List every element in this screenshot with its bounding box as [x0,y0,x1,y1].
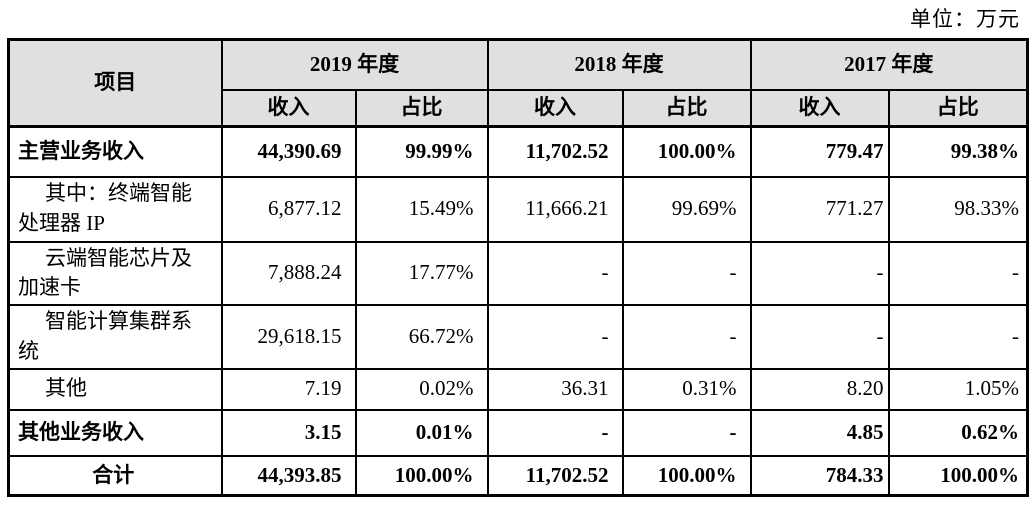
cell-value: 0.02% [354,367,489,411]
cell-value: 99.99% [354,125,489,178]
cell-value: 66.72% [354,304,489,370]
cell-value: 11,666.21 [486,175,624,243]
cell-value: 0.62% [887,408,1029,457]
cell-value: - [749,240,890,307]
cell-value: - [486,240,624,307]
cell-value: 98.33% [887,175,1029,243]
row-label: 主营业务收入 [7,125,223,178]
row-label: 云端智能芯片及 加速卡 [7,240,223,307]
cell-value: - [749,304,890,370]
cell-value: 1.05% [887,367,1029,411]
table-row-cloud-chip: 云端智能芯片及 加速卡 7,888.24 17.77% - - - - [7,240,1029,307]
column-header-2017-share: 占比 [887,88,1029,128]
cell-value: - [621,304,752,370]
table-row-other-business-income: 其他业务收入 3.15 0.01% - - 4.85 0.62% [7,408,1029,457]
column-header-2019-income: 收入 [220,88,357,128]
row-label: 其他 [7,367,223,411]
unit-label: 单位：万元 [910,7,1020,31]
cell-value: 4.85 [749,408,890,457]
cell-value: 8.20 [749,367,890,411]
cell-value: 7,888.24 [220,240,357,307]
cell-value: - [486,408,624,457]
cell-value: 784.33 [749,454,890,497]
cell-value: 779.47 [749,125,890,178]
cell-value: 0.31% [621,367,752,411]
column-header-2019-share: 占比 [354,88,489,128]
cell-value: 36.31 [486,367,624,411]
column-header-year-2018: 2018 年度 [486,38,752,91]
column-header-2017-income: 收入 [749,88,890,128]
cell-value: 99.69% [621,175,752,243]
column-header-2018-share: 占比 [621,88,752,128]
cell-value: 15.49% [354,175,489,243]
table-row-other: 其他 7.19 0.02% 36.31 0.31% 8.20 1.05% [7,367,1029,411]
row-label: 其中：终端智能 处理器 IP [7,175,223,243]
table-row-cluster-system: 智能计算集群系 统 29,618.15 66.72% - - - - [7,304,1029,370]
cell-value: 100.00% [887,454,1029,497]
table-header: 项目 2019 年度 2018 年度 2017 年度 收入 占比 收入 占比 收… [7,38,1029,128]
cell-value: 771.27 [749,175,890,243]
cell-value: - [887,304,1029,370]
cell-value: 7.19 [220,367,357,411]
row-label: 智能计算集群系 统 [7,304,223,370]
cell-value: 44,390.69 [220,125,357,178]
cell-value: - [621,408,752,457]
cell-value: 11,702.52 [486,454,624,497]
cell-value: 29,618.15 [220,304,357,370]
cell-value: - [887,240,1029,307]
row-label: 合计 [7,454,223,497]
cell-value: - [621,240,752,307]
cell-value: 100.00% [621,454,752,497]
cell-value: 44,393.85 [220,454,357,497]
column-header-2018-income: 收入 [486,88,624,128]
cell-value: 6,877.12 [220,175,357,243]
revenue-table: 项目 2019 年度 2018 年度 2017 年度 收入 占比 收入 占比 收… [7,38,1029,498]
cell-value: 11,702.52 [486,125,624,178]
cell-value: 3.15 [220,408,357,457]
column-header-year-2019: 2019 年度 [220,38,489,91]
row-label: 其他业务收入 [7,408,223,457]
cell-value: - [486,304,624,370]
table-row-total: 合计 44,393.85 100.00% 11,702.52 100.00% 7… [7,454,1029,497]
cell-value: 17.77% [354,240,489,307]
column-header-item: 项目 [7,38,223,128]
column-header-year-2017: 2017 年度 [749,38,1029,91]
cell-value: 99.38% [887,125,1029,178]
cell-value: 100.00% [621,125,752,178]
cell-value: 0.01% [354,408,489,457]
table-row-terminal-ip: 其中：终端智能 处理器 IP 6,877.12 15.49% 11,666.21… [7,175,1029,243]
cell-value: 100.00% [354,454,489,497]
table-row-main-business-income: 主营业务收入 44,390.69 99.99% 11,702.52 100.00… [7,125,1029,178]
